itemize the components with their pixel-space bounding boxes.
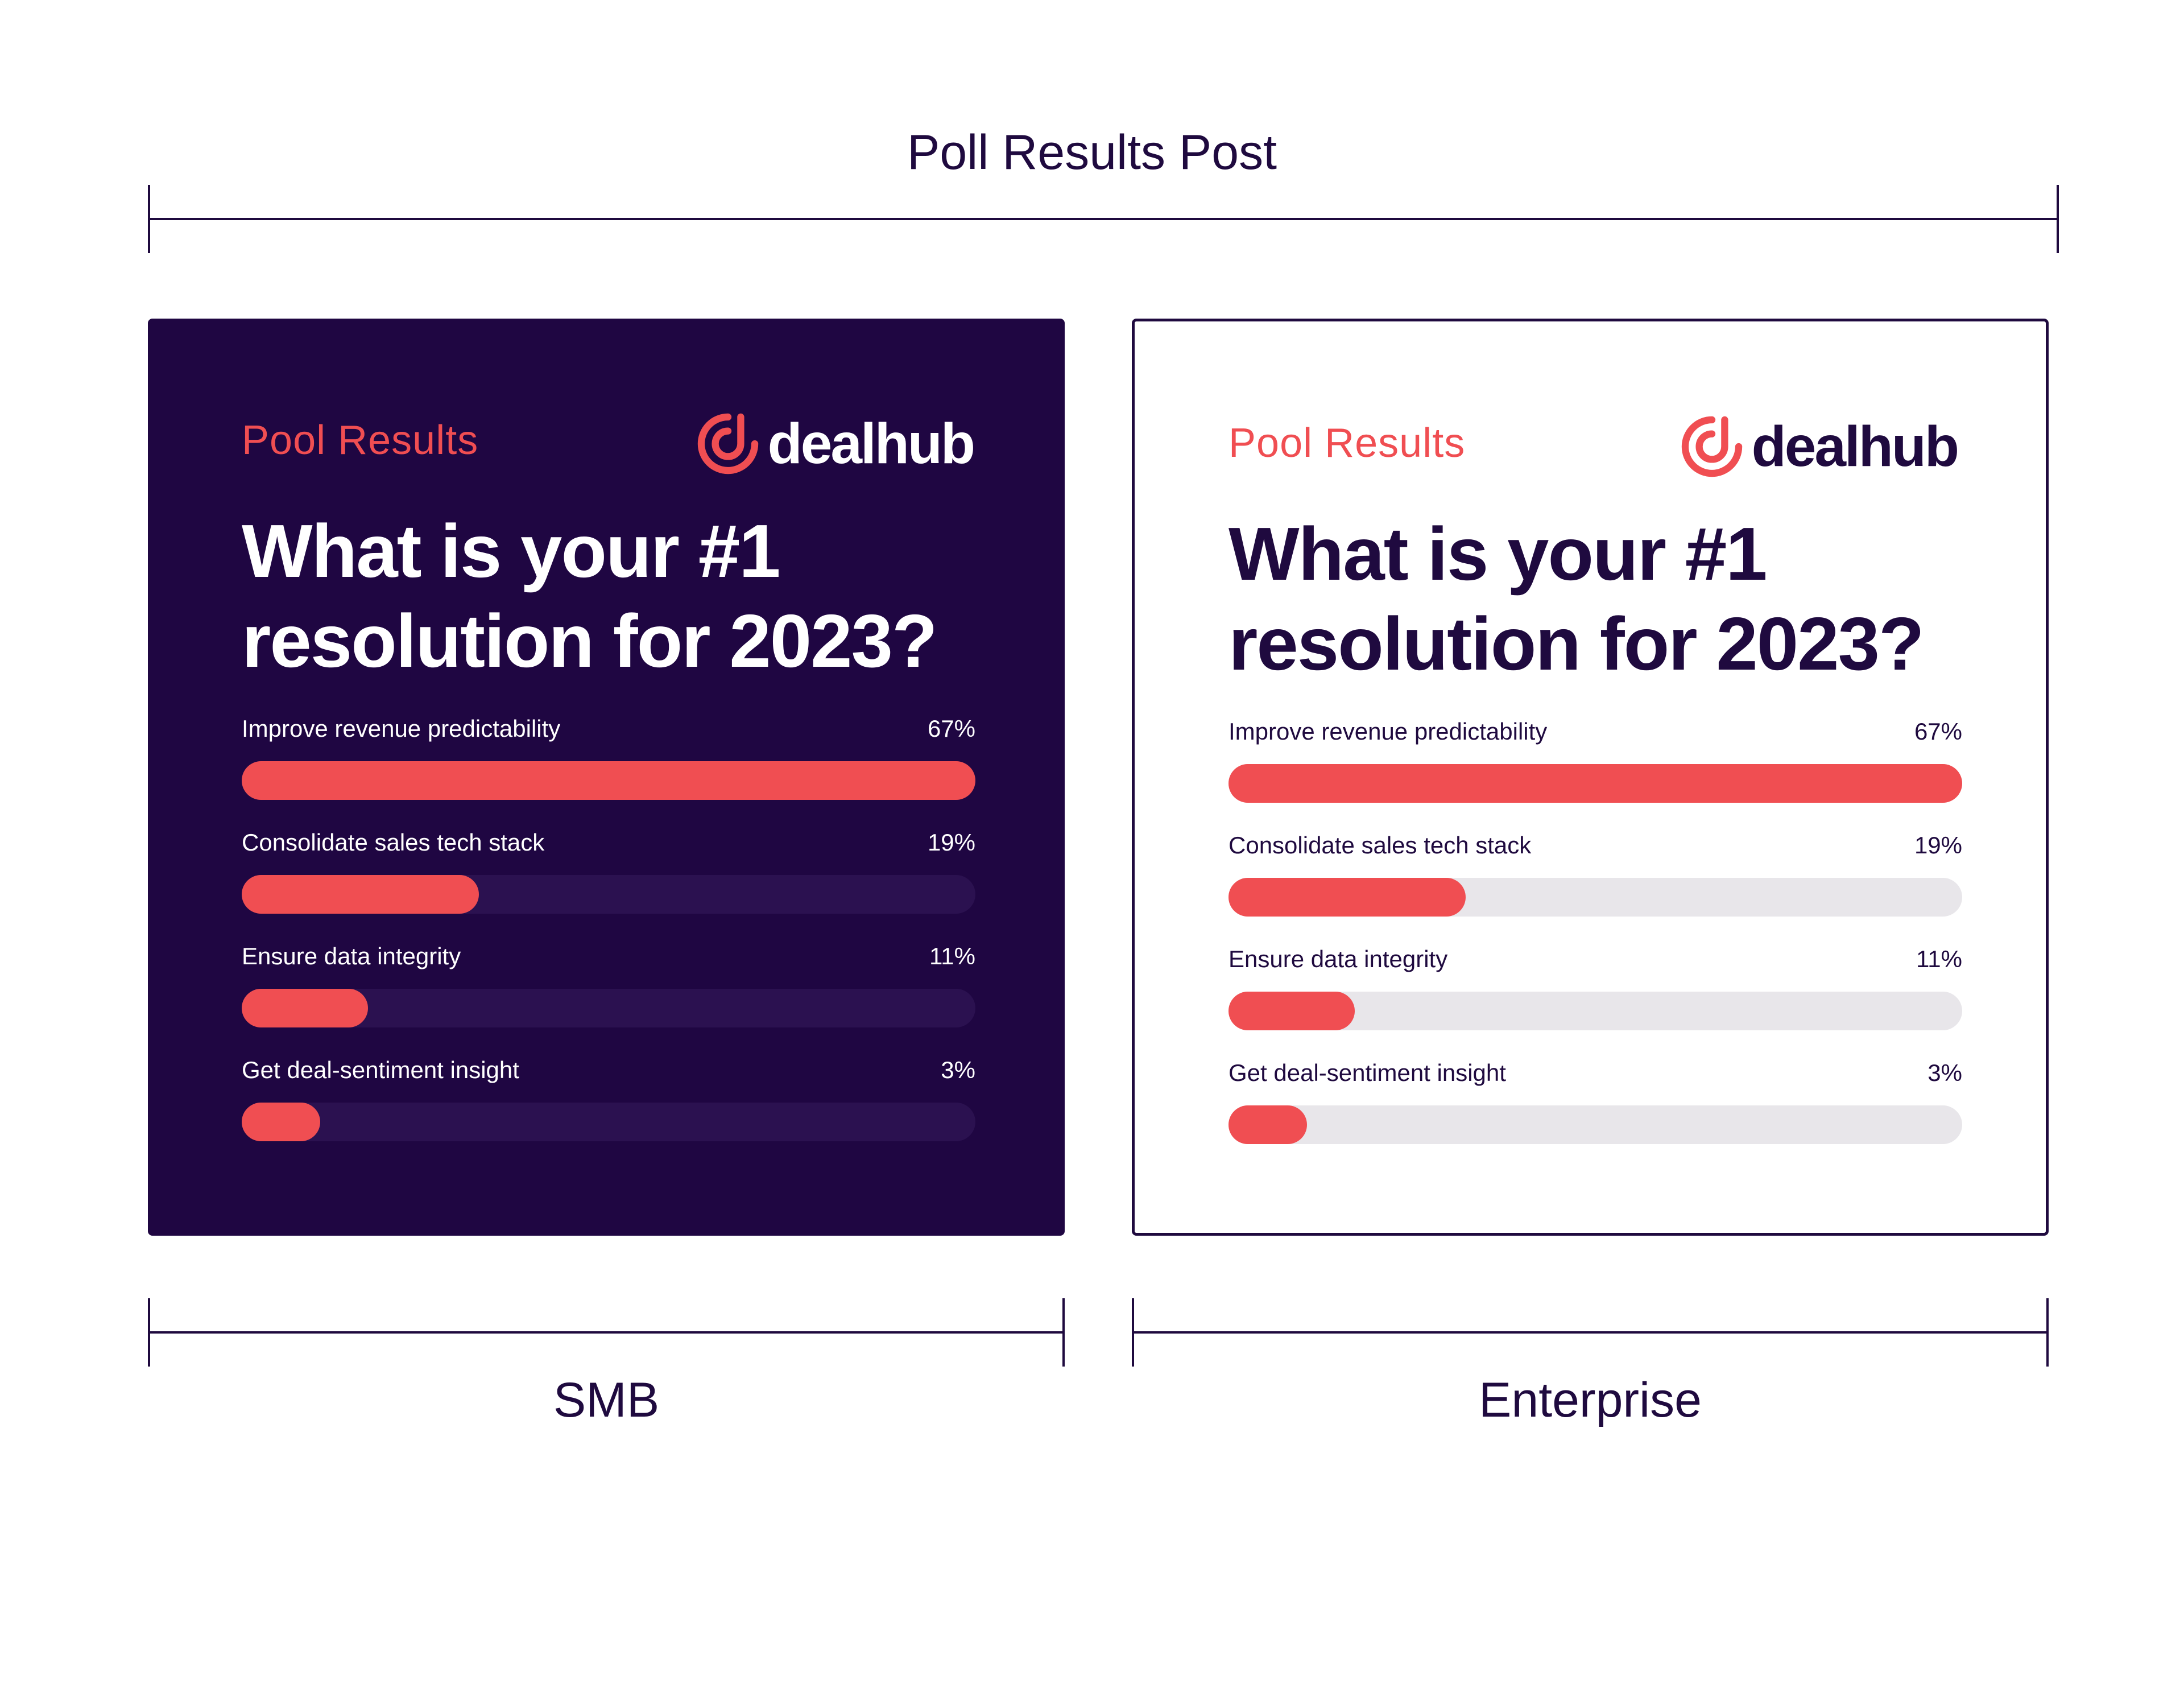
option-bar-track: [242, 989, 975, 1027]
poll-option: Consolidate sales tech stack 19%: [1228, 833, 1962, 947]
option-percent: 11%: [929, 943, 975, 969]
option-bar-fill: [1228, 878, 1466, 917]
poll-option: Improve revenue predictability 67%: [1228, 720, 1962, 833]
option-bar-track: [1228, 878, 1962, 917]
dimension-tick-left: [148, 1298, 150, 1367]
option-label: Ensure data integrity: [1228, 946, 1448, 972]
dimension-tick-left: [148, 185, 150, 253]
option-label: Consolidate sales tech stack: [1228, 832, 1532, 858]
option-percent: 3%: [1927, 1059, 1962, 1086]
dimension-line: [148, 1331, 1065, 1334]
option-bar-track: [1228, 1105, 1962, 1144]
enterprise-label: Enterprise: [1479, 1373, 1702, 1427]
poll-option: Get deal-sentiment insight 3%: [1228, 1061, 1962, 1175]
option-bar-fill: [1228, 992, 1355, 1030]
top-dimension-line: [148, 185, 2059, 253]
option-bar-track: [242, 1103, 975, 1141]
option-label: Improve revenue predictability: [1228, 718, 1548, 745]
page-title: Poll Results Post: [907, 125, 1277, 180]
logo-wordmark: dealhub: [767, 412, 975, 476]
poll-option: Improve revenue predictability 67%: [242, 717, 975, 831]
poll-option: Ensure data integrity 11%: [1228, 947, 1962, 1061]
poll-option: Consolidate sales tech stack 19%: [242, 831, 975, 944]
option-label: Ensure data integrity: [242, 943, 461, 969]
poll-card-enterprise: Pool Results dealhub What is your #1 res…: [1132, 319, 2049, 1236]
poll-option: Get deal-sentiment insight 3%: [242, 1058, 975, 1172]
poll-question: What is your #1 resolution for 2023?: [1228, 512, 1925, 686]
logo-wordmark: dealhub: [1751, 415, 1959, 478]
option-label: Improve revenue predictability: [242, 715, 561, 742]
option-bar-track: [1228, 992, 1962, 1030]
poll-question: What is your #1 resolution for 2023?: [242, 509, 938, 683]
card-kicker: Pool Results: [1228, 420, 1466, 466]
dealhub-logo: dealhub: [696, 410, 975, 478]
option-percent: 3%: [941, 1056, 975, 1083]
option-bar-fill: [242, 989, 368, 1027]
smb-dimension-line: [148, 1298, 1065, 1367]
option-percent: 19%: [1914, 832, 1962, 858]
option-label: Consolidate sales tech stack: [242, 829, 545, 856]
option-label: Get deal-sentiment insight: [242, 1056, 519, 1083]
poll-card-smb: Pool Results dealhub What is your #1 res…: [148, 319, 1065, 1236]
dimension-line: [1132, 1331, 2049, 1334]
option-bar-track: [242, 875, 975, 914]
option-percent: 19%: [927, 829, 975, 856]
poll-options: Improve revenue predictability 67% Conso…: [1228, 720, 1962, 1175]
dimension-line: [148, 218, 2059, 220]
option-label: Get deal-sentiment insight: [1228, 1059, 1506, 1086]
option-bar-fill: [1228, 764, 1962, 803]
option-bar-track: [242, 761, 975, 800]
option-bar-fill: [242, 761, 975, 800]
dimension-tick-right: [2046, 1298, 2049, 1367]
dimension-tick-left: [1132, 1298, 1134, 1367]
poll-option: Ensure data integrity 11%: [242, 944, 975, 1058]
option-percent: 11%: [1916, 946, 1962, 972]
enterprise-dimension-line: [1132, 1298, 2049, 1367]
smb-label: SMB: [553, 1373, 660, 1427]
dimension-tick-right: [2057, 185, 2059, 253]
card-kicker: Pool Results: [242, 418, 479, 463]
dimension-tick-right: [1062, 1298, 1065, 1367]
option-percent: 67%: [1914, 718, 1962, 745]
option-bar-fill: [242, 1103, 321, 1141]
option-bar-fill: [242, 875, 479, 914]
dealhub-logo: dealhub: [1680, 412, 1959, 481]
dealhub-logo-icon: [1681, 416, 1742, 477]
poll-options: Improve revenue predictability 67% Conso…: [242, 717, 975, 1172]
option-bar-fill: [1228, 1105, 1308, 1144]
dealhub-logo-icon: [697, 413, 758, 474]
option-percent: 67%: [927, 715, 975, 742]
option-bar-track: [1228, 764, 1962, 803]
